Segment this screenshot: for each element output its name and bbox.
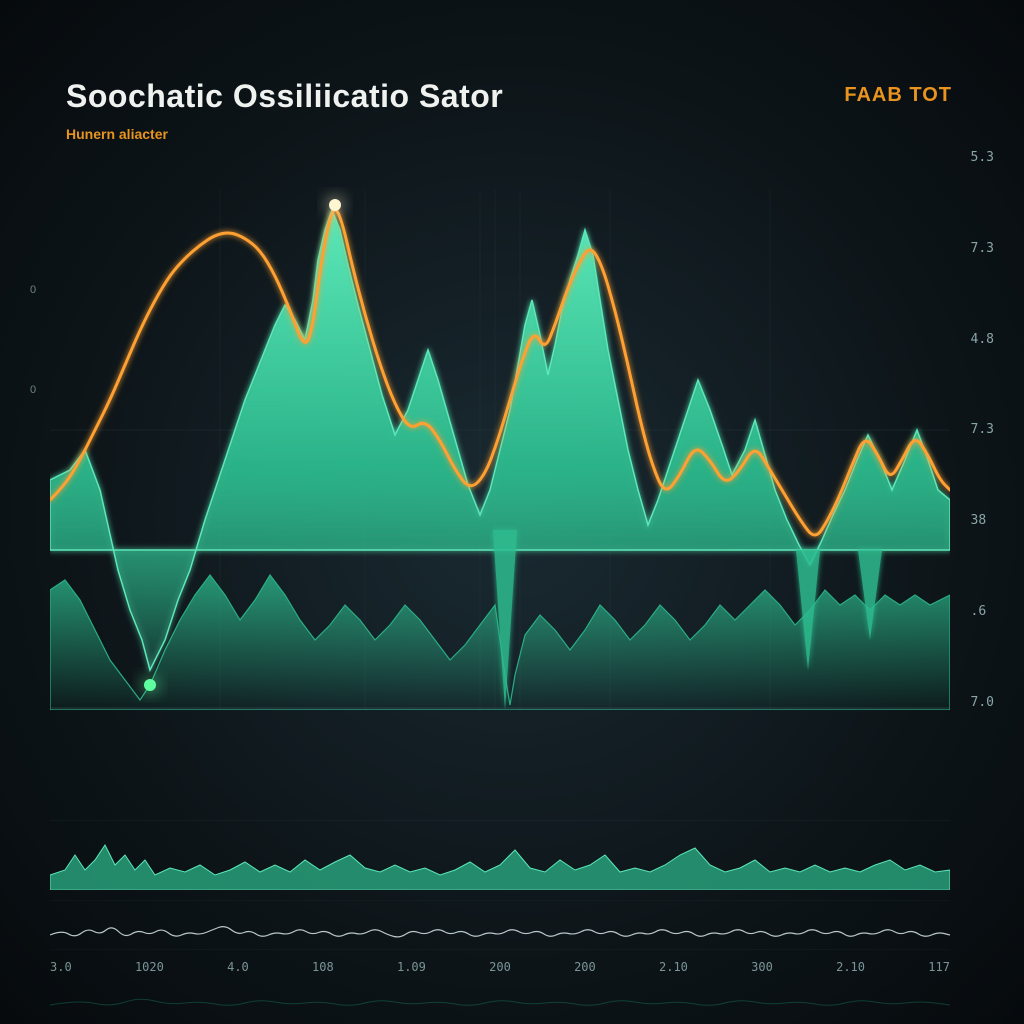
main-chart xyxy=(50,150,950,710)
micro-chart xyxy=(50,985,950,1015)
top-right-label: FAAB TOT xyxy=(844,84,952,107)
y-axis-right-ticks: 5.3 7.3 4.8 7.3 38 .6 7.0 xyxy=(971,150,994,710)
y-axis-left-ticks: 0 0 xyxy=(30,240,36,440)
chart-subtitle: Hunern aliacter xyxy=(66,126,168,142)
chart-title: Soochatic Ossiliicatio Sator xyxy=(66,78,503,115)
volume-chart xyxy=(50,900,950,950)
indicator-chart xyxy=(50,820,950,890)
x-axis-labels: 3.0 1020 4.0 108 1.09 200 200 2.10 300 2… xyxy=(50,960,950,974)
